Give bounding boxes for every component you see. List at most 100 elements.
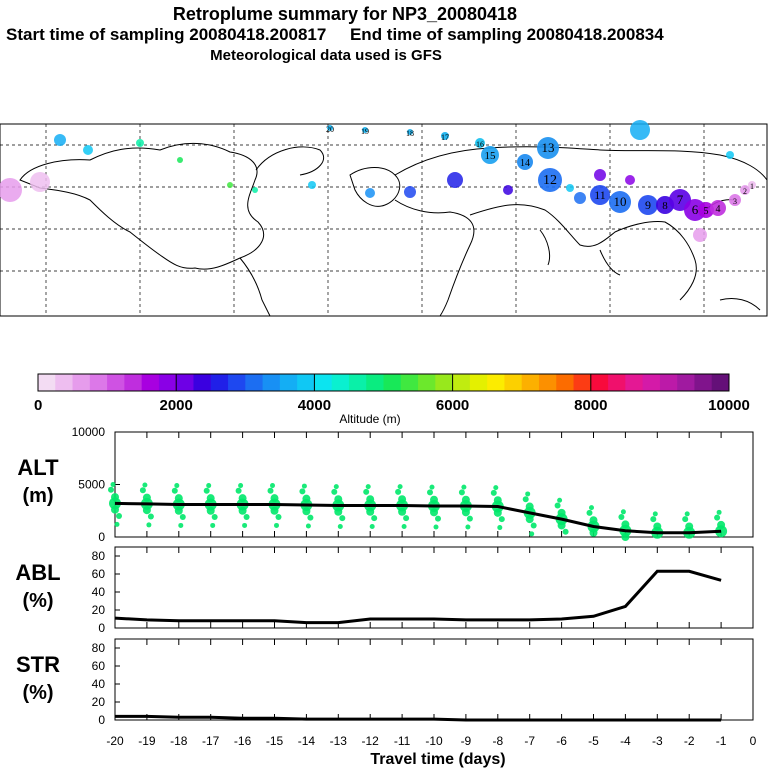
- colorbar-swatch-1: [55, 374, 74, 391]
- plume-day-label-9: 9: [645, 198, 651, 212]
- colorbar-swatch-31: [573, 374, 592, 391]
- xtick-label-14: -6: [556, 734, 567, 748]
- alt-point-10-3: [435, 515, 441, 522]
- panel-frame-abl: [114, 546, 754, 629]
- alt-point-5-3: [275, 514, 282, 521]
- colorbar-swatch-37: [677, 374, 695, 391]
- alt-point-8-5: [369, 524, 375, 529]
- colorbar-swatch-30: [556, 374, 575, 391]
- plume-particle-5: [252, 187, 258, 193]
- ytick-label-alt-1: 5000: [78, 478, 105, 492]
- alt-point-9-6: [397, 484, 403, 490]
- plume-marker-15: [481, 146, 499, 164]
- alt-point-6-2: [302, 494, 311, 503]
- plume-day-label-6: 6: [692, 202, 699, 217]
- ytick-label-abl-3: 20: [92, 603, 106, 617]
- alt-point-9-1: [398, 507, 407, 516]
- alt-point-10-2: [430, 495, 438, 504]
- ylabel-units-abl: (%): [22, 590, 53, 612]
- plume-marker-1: [748, 181, 756, 189]
- alt-point-2-1: [174, 506, 183, 515]
- plume-day-label-11: 11: [594, 188, 606, 202]
- plume-particle-13: [726, 151, 734, 159]
- alt-point-15-1: [589, 528, 598, 537]
- altitude-colorbar: 0 2000 4000 6000 8000 10000: [34, 373, 750, 414]
- colorbar-tick-0: 0: [34, 397, 42, 414]
- alt-point-9-5: [401, 524, 407, 529]
- plume-particle-4: [227, 182, 233, 188]
- alt-point-18-6: [684, 511, 690, 517]
- alt-point-12-6: [493, 485, 499, 491]
- colorbar-swatch-38: [694, 374, 713, 391]
- alt-point-19-6: [716, 509, 722, 515]
- alt-point-7-6: [333, 484, 339, 490]
- alt-point-3-4: [203, 487, 210, 494]
- alt-point-0-1: [111, 505, 119, 514]
- series-line-str: [115, 714, 722, 722]
- xtick-label-17: -3: [652, 734, 663, 748]
- panel-alt: 10000 5000 0 ALT (m): [17, 425, 754, 544]
- alt-point-13-4: [522, 496, 529, 503]
- plume-day-label-7: 7: [677, 192, 684, 207]
- panel-str: 80 60 40 20 0 STR (%): [16, 638, 754, 727]
- alt-point-12-3: [498, 516, 505, 523]
- alt-point-8-2: [366, 495, 375, 504]
- plume-marker-10: [609, 191, 631, 213]
- alt-point-4-4: [235, 487, 242, 494]
- panel-frame-alt: [114, 431, 754, 538]
- colorbar-swatch-15: [297, 374, 315, 391]
- colorbar-swatch-27: [504, 374, 523, 391]
- alt-point-2-5: [178, 522, 184, 528]
- alt-point-5-5: [274, 522, 279, 528]
- plume-particle-19: [574, 192, 586, 204]
- plume-particle-9: [447, 172, 463, 188]
- alt-point-14-2: [557, 508, 566, 517]
- colorbar-swatch-32: [590, 374, 609, 391]
- colorbar-swatch-9: [193, 374, 212, 391]
- plume-day-label-15: 15: [485, 150, 497, 162]
- ytick-label-str-3: 20: [92, 695, 106, 709]
- alt-point-17-6: [652, 511, 658, 517]
- plume-marker-4: [710, 200, 726, 216]
- alt-point-7-3: [339, 515, 346, 522]
- end-time-label: End time of sampling 20080418.200834: [349, 25, 664, 44]
- plume-day-label-10: 10: [614, 194, 627, 209]
- alt-point-1-6: [142, 482, 148, 488]
- alt-point-4-5: [242, 522, 248, 528]
- colorbar-frame: [37, 373, 730, 392]
- plume-day-label-14: 14: [520, 158, 530, 169]
- plume-day-label-16: 16: [476, 140, 484, 149]
- alt-point-9-4: [395, 488, 402, 495]
- colorbar-swatch-21: [400, 374, 419, 391]
- alt-point-18-2: [685, 522, 694, 531]
- xtick-label-20: 0: [750, 734, 757, 748]
- alt-point-5-2: [270, 494, 279, 503]
- alt-point-10-6: [429, 484, 435, 490]
- ytick-label-abl-0: 80: [92, 549, 106, 563]
- colorbar-swatch-5: [124, 374, 143, 391]
- colorbar-swatch-33: [608, 374, 626, 391]
- alt-point-3-2: [206, 494, 215, 503]
- colorbar-swatch-11: [228, 374, 246, 391]
- xtick-label-5: -15: [266, 734, 284, 748]
- xtick-label-4: -16: [234, 734, 252, 748]
- plume-marker-12: [538, 168, 562, 192]
- alt-point-15-4: [586, 509, 593, 516]
- plume-particle-17: [625, 175, 635, 185]
- plume-day-label-19: 19: [361, 127, 369, 136]
- ytick-label-alt-2: 0: [98, 530, 105, 544]
- xtick-label-9: -11: [394, 734, 411, 748]
- colorbar-swatch-22: [418, 374, 436, 391]
- colorbar-swatch-6: [141, 374, 160, 391]
- ytick-label-abl-4: 0: [98, 621, 105, 635]
- colorbar-swatch-2: [72, 374, 91, 391]
- plume-particle-6: [308, 181, 316, 189]
- alt-point-18-4: [682, 516, 689, 523]
- alt-point-13-2: [525, 502, 534, 511]
- plume-marker-5: [698, 202, 714, 218]
- alt-point-1-1: [142, 506, 151, 515]
- plume-particle-7: [365, 188, 375, 198]
- colorbar-tick-8000: 8000: [574, 397, 607, 414]
- ylabel-abl: ABL: [15, 560, 60, 585]
- ylabel-units-str: (%): [22, 682, 53, 704]
